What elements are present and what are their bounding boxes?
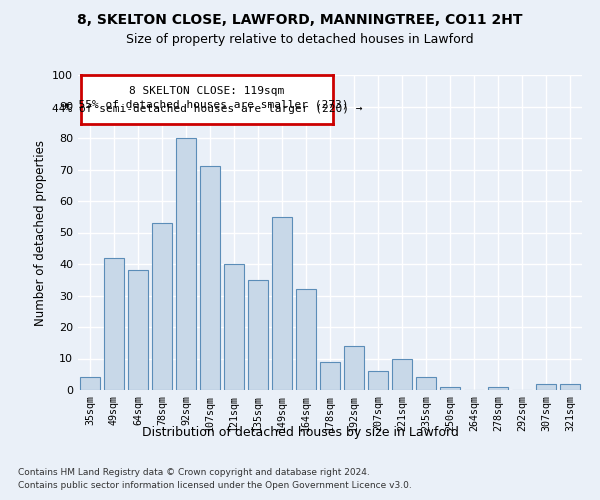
- Bar: [344, 346, 364, 390]
- Bar: [104, 258, 124, 390]
- Y-axis label: Number of detached properties: Number of detached properties: [34, 140, 47, 326]
- Text: 8 SKELTON CLOSE: 119sqm: 8 SKELTON CLOSE: 119sqm: [130, 86, 284, 96]
- Bar: [128, 270, 148, 390]
- Bar: [368, 371, 388, 390]
- Text: 44% of semi-detached houses are larger (220) →: 44% of semi-detached houses are larger (…: [52, 104, 362, 114]
- Bar: [80, 378, 100, 390]
- Bar: [392, 358, 412, 390]
- Text: Contains HM Land Registry data © Crown copyright and database right 2024.: Contains HM Land Registry data © Crown c…: [18, 468, 370, 477]
- Bar: [224, 264, 244, 390]
- Bar: [200, 166, 220, 390]
- Text: Size of property relative to detached houses in Lawford: Size of property relative to detached ho…: [126, 32, 474, 46]
- Text: Contains public sector information licensed under the Open Government Licence v3: Contains public sector information licen…: [18, 480, 412, 490]
- Bar: [320, 362, 340, 390]
- Text: 8, SKELTON CLOSE, LAWFORD, MANNINGTREE, CO11 2HT: 8, SKELTON CLOSE, LAWFORD, MANNINGTREE, …: [77, 12, 523, 26]
- Bar: [248, 280, 268, 390]
- Bar: [296, 289, 316, 390]
- Bar: [272, 217, 292, 390]
- Bar: [176, 138, 196, 390]
- Text: ← 55% of detached houses are smaller (273): ← 55% of detached houses are smaller (27…: [65, 100, 349, 110]
- Text: Distribution of detached houses by size in Lawford: Distribution of detached houses by size …: [142, 426, 458, 439]
- Bar: [152, 223, 172, 390]
- Bar: [440, 387, 460, 390]
- Bar: [536, 384, 556, 390]
- Bar: [560, 384, 580, 390]
- Bar: [488, 387, 508, 390]
- Bar: [416, 378, 436, 390]
